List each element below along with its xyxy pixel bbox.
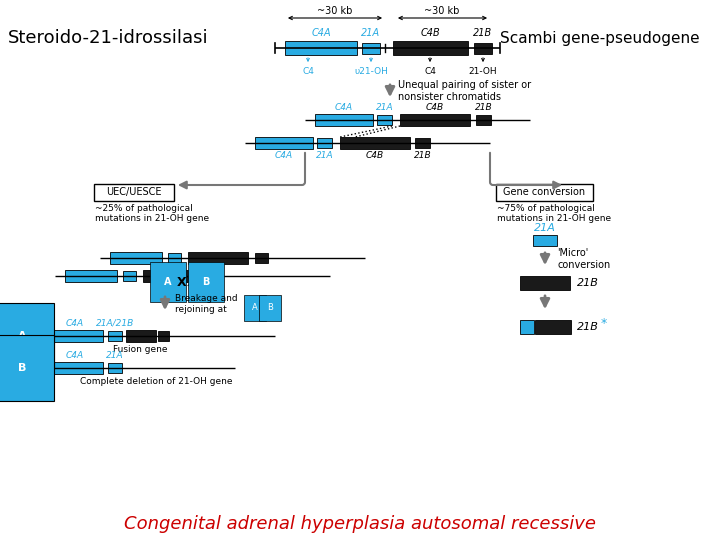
Bar [362, 43, 380, 53]
Text: Congenital adrenal hyperplasia autosomal recessive: Congenital adrenal hyperplasia autosomal… [124, 515, 596, 533]
FancyBboxPatch shape [496, 184, 593, 201]
Bar [340, 137, 410, 149]
Text: ~75% of pathological
mutations in 21-OH gene: ~75% of pathological mutations in 21-OH … [497, 204, 611, 224]
Text: 21A/21B: 21A/21B [96, 319, 134, 328]
Text: υ21-OH: υ21-OH [354, 67, 388, 76]
Text: C4A: C4A [335, 103, 353, 112]
Text: B: B [18, 363, 26, 373]
Text: 21B: 21B [577, 322, 599, 332]
Bar [168, 253, 181, 263]
Bar [255, 137, 313, 149]
Text: C4A: C4A [311, 28, 330, 38]
Bar [108, 363, 122, 373]
Text: ~30 kb: ~30 kb [424, 6, 459, 16]
Text: C4B: C4B [366, 151, 384, 160]
Text: 21A: 21A [361, 28, 381, 38]
Bar [126, 330, 156, 342]
Text: C4A: C4A [275, 151, 293, 160]
Text: 21B: 21B [473, 28, 492, 38]
Bar [210, 271, 223, 281]
Text: 'Micro'
conversion: 'Micro' conversion [557, 248, 611, 270]
Bar [535, 320, 571, 334]
Text: 21B: 21B [577, 278, 599, 288]
Bar [317, 138, 332, 148]
Text: 21A: 21A [376, 103, 394, 112]
Text: UEC/UESCE: UEC/UESCE [107, 187, 162, 197]
Bar [533, 234, 557, 246]
Text: 21B: 21B [414, 151, 432, 160]
Bar [520, 320, 534, 334]
Text: C4A: C4A [66, 351, 84, 360]
Text: Fusion gene: Fusion gene [113, 345, 167, 354]
Bar [188, 252, 248, 264]
Text: Gene conversion: Gene conversion [503, 187, 585, 197]
Text: B: B [202, 277, 210, 287]
Text: 21A: 21A [534, 223, 556, 233]
Text: 21A: 21A [316, 151, 334, 160]
Bar [285, 41, 357, 55]
Bar [400, 114, 470, 126]
Text: X: X [177, 275, 186, 288]
Bar [315, 114, 373, 126]
Text: A: A [18, 331, 27, 341]
Bar [520, 276, 570, 290]
Text: A: A [164, 277, 172, 287]
Bar [110, 252, 162, 264]
Text: C4B: C4B [420, 28, 440, 38]
Text: B: B [267, 303, 273, 313]
Bar [393, 41, 468, 55]
Text: C4: C4 [424, 67, 436, 76]
Bar [255, 253, 268, 263]
Bar [108, 331, 122, 341]
Text: 21B: 21B [475, 103, 492, 112]
Text: *: * [601, 316, 607, 329]
Text: 21-OH: 21-OH [469, 67, 498, 76]
Text: 21A: 21A [106, 351, 124, 360]
Text: Steroido-21-idrossilasi: Steroido-21-idrossilasi [8, 29, 209, 47]
Bar [415, 138, 430, 148]
Bar [158, 331, 169, 341]
Bar [65, 270, 117, 282]
Bar [123, 271, 136, 281]
Text: ~25% of pathological
mutations in 21-OH gene: ~25% of pathological mutations in 21-OH … [95, 204, 209, 224]
Text: C4B: C4B [426, 103, 444, 112]
FancyBboxPatch shape [94, 184, 174, 201]
Text: ~30 kb: ~30 kb [318, 6, 353, 16]
Bar [48, 362, 103, 374]
Bar [474, 43, 492, 53]
Text: X: X [187, 275, 197, 288]
Text: Unequal pairing of sister or
nonsister chromatids: Unequal pairing of sister or nonsister c… [398, 80, 531, 102]
Text: ,: , [262, 303, 265, 313]
Text: C4: C4 [302, 67, 314, 76]
Text: C4A: C4A [66, 319, 84, 328]
Bar [476, 115, 491, 125]
Text: A: A [252, 303, 258, 313]
Text: Scambi gene-pseudogene: Scambi gene-pseudogene [500, 30, 700, 45]
Text: Breakage and
rejoining at: Breakage and rejoining at [175, 294, 238, 314]
Bar [143, 270, 203, 282]
Bar [377, 115, 392, 125]
Bar [48, 330, 103, 342]
Text: Complete deletion of 21-OH gene: Complete deletion of 21-OH gene [80, 377, 233, 386]
